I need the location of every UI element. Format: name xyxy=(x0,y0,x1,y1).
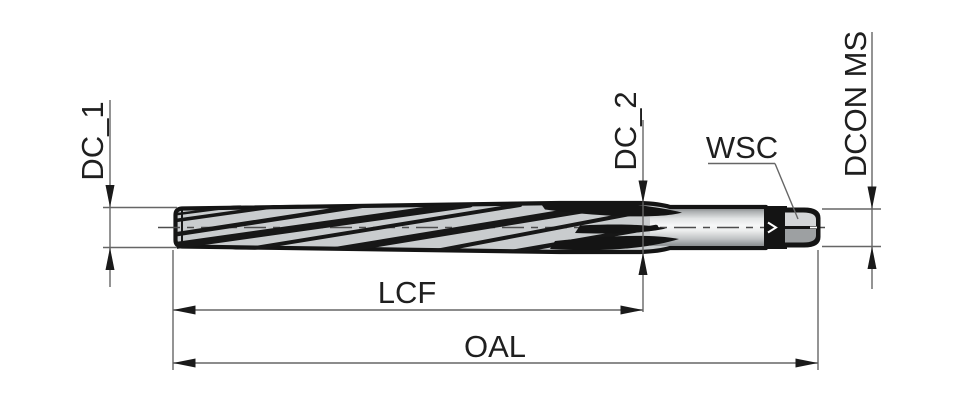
reamer-tool xyxy=(158,200,831,255)
square-top-facet xyxy=(785,212,816,226)
label-oal: OAL xyxy=(464,329,526,364)
label-lcf: LCF xyxy=(378,275,437,310)
label-dc1: DC_1 xyxy=(75,101,110,180)
label-dc2: DC_2 xyxy=(608,91,643,170)
square-drive xyxy=(785,207,821,248)
dimensions xyxy=(103,32,881,370)
dimension-dc2 xyxy=(638,120,648,312)
leader-wsc xyxy=(708,162,799,220)
label-dcon-ms: DCON MS xyxy=(838,31,873,177)
square-bottom-facet xyxy=(785,229,816,243)
label-wsc: WSC xyxy=(706,130,778,165)
dimension-dc1 xyxy=(103,100,177,287)
dimension-dcon xyxy=(822,32,881,289)
neck-highlight-chevron xyxy=(767,221,778,234)
labels: DC_1 DC_2 DCON MS WSC LCF OAL xyxy=(75,31,873,364)
dimension-oal xyxy=(173,250,819,370)
dimension-lcf xyxy=(172,250,643,370)
